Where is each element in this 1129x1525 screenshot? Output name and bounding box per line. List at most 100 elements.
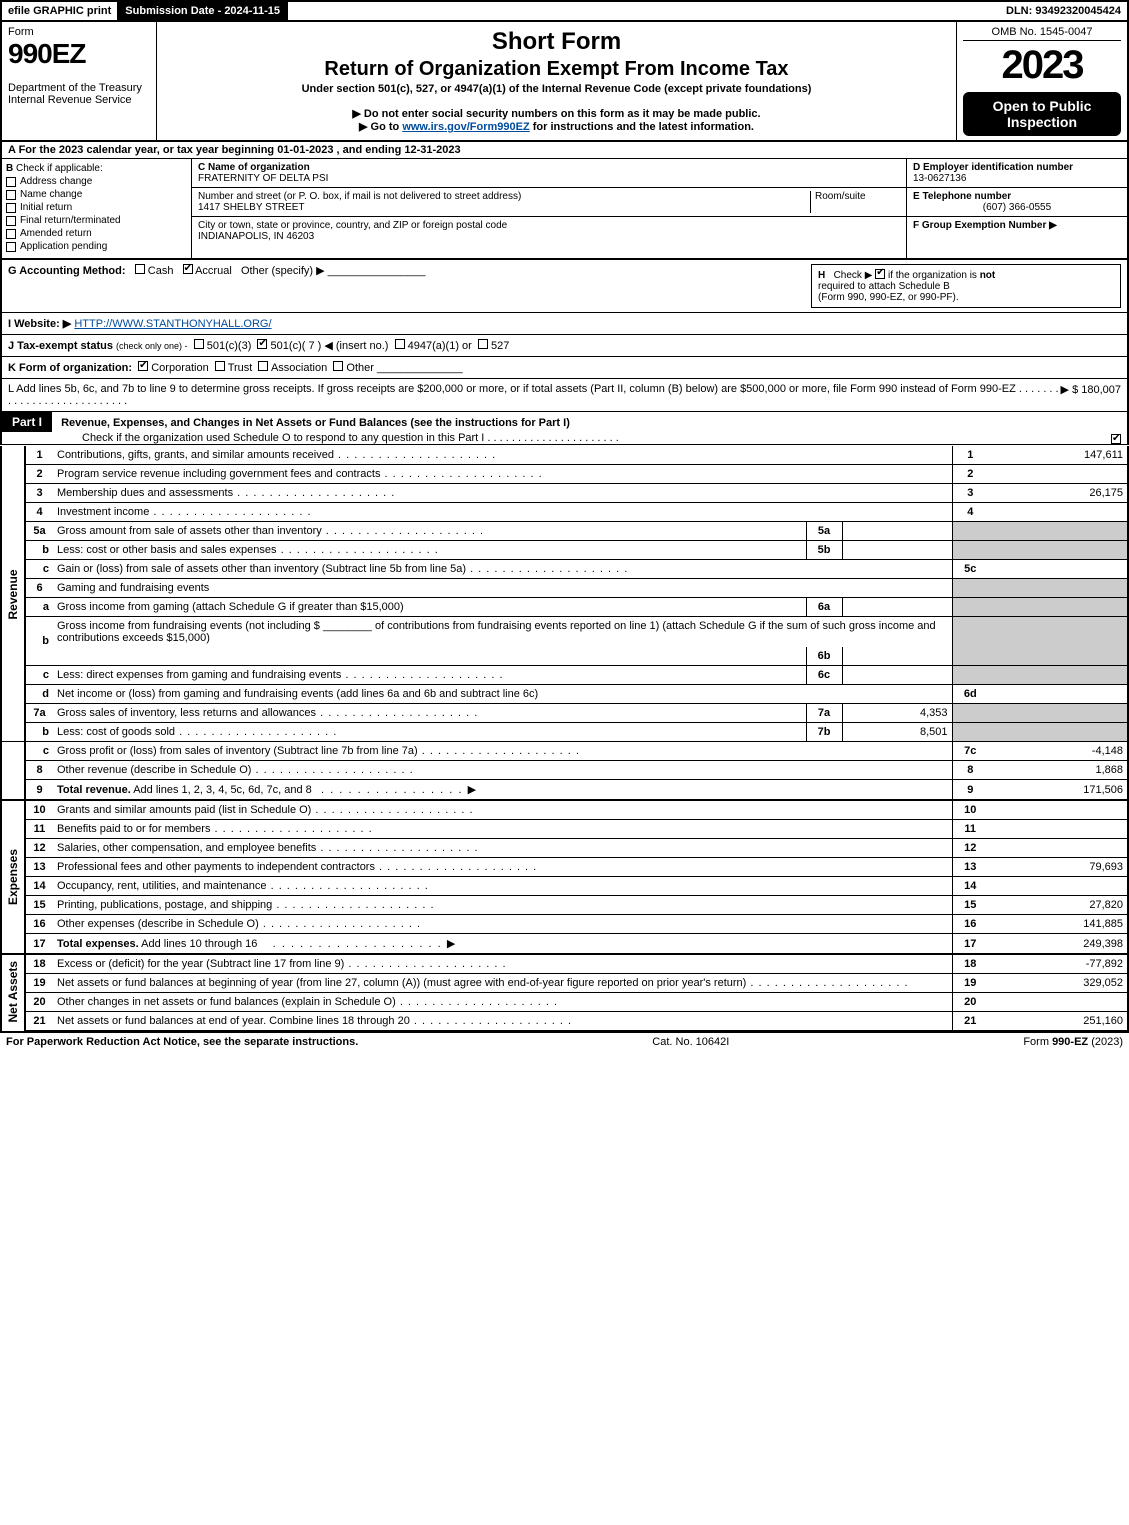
- cb-h[interactable]: [875, 269, 885, 279]
- rv-5c: [988, 560, 1128, 579]
- cb-501c3[interactable]: [194, 339, 204, 349]
- rv-7a-shade: [988, 704, 1128, 723]
- rv-11: [988, 820, 1128, 839]
- desc-15: Printing, publications, postage, and shi…: [53, 896, 952, 915]
- bv-7a: 4,353: [842, 704, 952, 723]
- g-label: G Accounting Method:: [8, 265, 126, 277]
- rv-4: [988, 503, 1128, 522]
- rv-20: [988, 993, 1128, 1012]
- footer-catno: Cat. No. 10642I: [652, 1036, 729, 1048]
- omb-number: OMB No. 1545-0047: [963, 26, 1121, 41]
- bn-6c: 6c: [806, 666, 842, 685]
- rv-6c-shade: [988, 666, 1128, 685]
- rn-7a-shade: [952, 704, 988, 723]
- meta-rows: G Accounting Method: Cash Accrual Other …: [0, 260, 1129, 412]
- rn-5b-shade: [952, 541, 988, 560]
- ln-9: 9: [25, 780, 53, 801]
- rv-5a-shade: [988, 522, 1128, 541]
- lbl-initial: Initial return: [20, 202, 72, 213]
- g-cash: Cash: [148, 265, 174, 277]
- rv-6d: [988, 685, 1128, 704]
- ln-5b: b: [25, 541, 53, 560]
- submission-date: Submission Date - 2024-11-15: [119, 2, 288, 20]
- desc-7b: Less: cost of goods sold: [53, 723, 806, 742]
- note-goto: ▶ Go to www.irs.gov/Form990EZ for instru…: [163, 120, 950, 133]
- c-street-label: Number and street (or P. O. box, if mail…: [198, 191, 521, 202]
- cb-other-org[interactable]: [333, 361, 343, 371]
- rv-12: [988, 839, 1128, 858]
- efile-print[interactable]: efile GRAPHIC print: [2, 2, 119, 20]
- bn-5b: 5b: [806, 541, 842, 560]
- bv-6c: [842, 666, 952, 685]
- rn-6-shade: [952, 579, 988, 598]
- cb-amended[interactable]: [6, 229, 16, 239]
- ln-6b: b: [25, 617, 53, 666]
- cb-501c[interactable]: [257, 339, 267, 349]
- rn-16: 16: [952, 915, 988, 934]
- col-b: B Check if applicable: Address change Na…: [2, 159, 192, 258]
- rn-6d: 6d: [952, 685, 988, 704]
- revenue-table: Revenue 1 Contributions, gifts, grants, …: [0, 446, 1129, 1031]
- cb-initial-return[interactable]: [6, 203, 16, 213]
- lbl-amended: Amended return: [20, 228, 92, 239]
- cb-trust[interactable]: [215, 361, 225, 371]
- g-accrual: Accrual: [195, 265, 232, 277]
- ln-5a: 5a: [25, 522, 53, 541]
- ln-7b: b: [25, 723, 53, 742]
- cb-assoc[interactable]: [258, 361, 268, 371]
- e-label: E Telephone number: [913, 191, 1011, 202]
- lbl-pending: Application pending: [20, 241, 107, 252]
- h-box: H Check ▶ if the organization is not req…: [811, 264, 1121, 308]
- cb-527[interactable]: [478, 339, 488, 349]
- form-label: Form: [8, 26, 34, 38]
- desc-20: Other changes in net assets or fund bala…: [53, 993, 952, 1012]
- cb-part1-schedule-o[interactable]: [1111, 434, 1121, 444]
- org-name: FRATERNITY OF DELTA PSI: [198, 173, 328, 184]
- f-label: F Group Exemption Number ▶: [913, 220, 1057, 231]
- rn-9: 9: [952, 780, 988, 801]
- part1-title: Revenue, Expenses, and Changes in Net As…: [55, 414, 576, 432]
- desc-9: Total revenue. Add lines 1, 2, 3, 4, 5c,…: [53, 780, 952, 801]
- desc-7c: Gross profit or (loss) from sales of inv…: [53, 742, 952, 761]
- ln-13: 13: [25, 858, 53, 877]
- telephone: (607) 366-0555: [913, 202, 1121, 213]
- ln-8: 8: [25, 761, 53, 780]
- cb-cash[interactable]: [135, 264, 145, 274]
- ln-11: 11: [25, 820, 53, 839]
- cb-accrual[interactable]: [183, 264, 193, 274]
- k-assoc: Association: [271, 362, 327, 374]
- form-title-cell: Short Form Return of Organization Exempt…: [157, 22, 957, 140]
- top-bar: efile GRAPHIC print Submission Date - 20…: [0, 0, 1129, 22]
- bv-5a: [842, 522, 952, 541]
- ln-4: 4: [25, 503, 53, 522]
- form-number: 990EZ: [8, 38, 86, 69]
- subtitle: Under section 501(c), 527, or 4947(a)(1)…: [163, 83, 950, 95]
- j-527: 527: [491, 340, 509, 352]
- desc-5a: Gross amount from sale of assets other t…: [53, 522, 806, 541]
- dept-line-1: Department of the Treasury: [8, 82, 142, 94]
- ln-14: 14: [25, 877, 53, 896]
- dln: DLN: 93492320045424: [1000, 2, 1127, 20]
- irs-link[interactable]: www.irs.gov/Form990EZ: [402, 121, 529, 133]
- ln-7c: c: [25, 742, 53, 761]
- inspection-box: Open to Public Inspection: [963, 92, 1121, 136]
- cb-name-change[interactable]: [6, 190, 16, 200]
- b-label: B: [6, 163, 13, 174]
- desc-14: Occupancy, rent, utilities, and maintena…: [53, 877, 952, 896]
- cb-pending[interactable]: [6, 242, 16, 252]
- k-other: Other: [346, 362, 374, 374]
- rv-3: 26,175: [988, 484, 1128, 503]
- website-link[interactable]: HTTP://WWW.STANTHONYHALL.ORG/: [74, 318, 271, 330]
- col-c: C Name of organization FRATERNITY OF DEL…: [192, 159, 907, 258]
- cb-address-change[interactable]: [6, 177, 16, 187]
- b-check-label: Check if applicable:: [16, 163, 103, 174]
- cb-corp[interactable]: [138, 361, 148, 371]
- ln-20: 20: [25, 993, 53, 1012]
- rn-7b-shade: [952, 723, 988, 742]
- ln-17: 17: [25, 934, 53, 955]
- cb-final-return[interactable]: [6, 216, 16, 226]
- rn-7c: 7c: [952, 742, 988, 761]
- year-cell: OMB No. 1545-0047 2023 Open to Public In…: [957, 22, 1127, 140]
- footer-left: For Paperwork Reduction Act Notice, see …: [6, 1036, 358, 1048]
- cb-4947[interactable]: [395, 339, 405, 349]
